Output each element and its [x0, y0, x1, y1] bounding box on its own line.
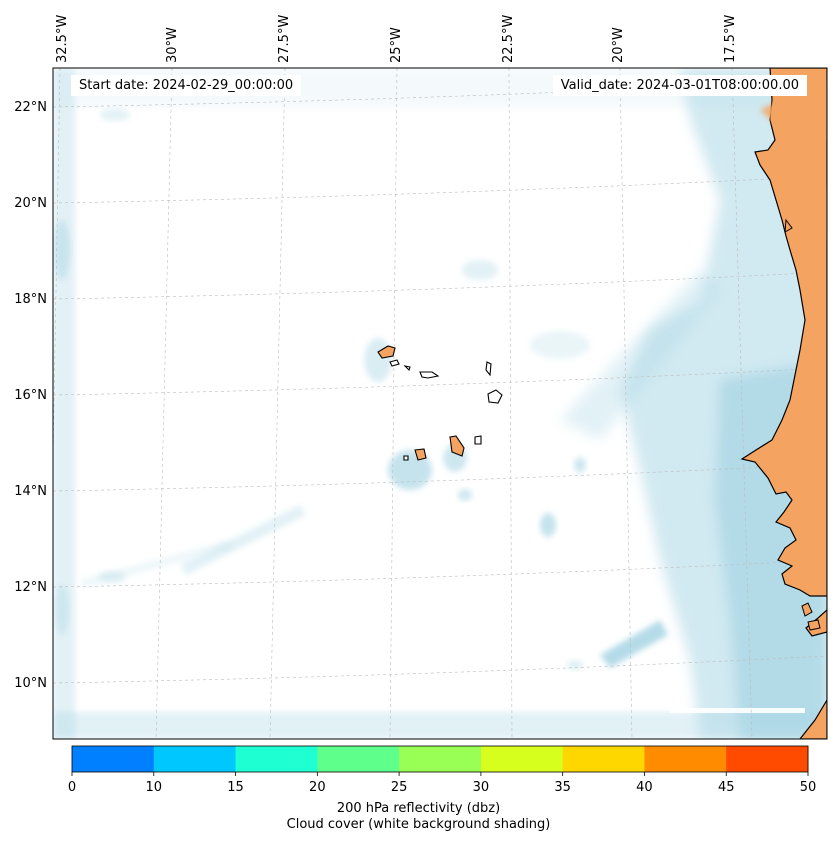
colorbar-label: 200 hPa reflectivity (dbz) — [336, 801, 501, 816]
lon-label: 17.5°W — [723, 15, 738, 63]
colorbar-sublabel: Cloud cover (white background shading) — [286, 817, 551, 832]
map-plot-area — [53, 68, 827, 739]
island-sao-vicente — [389, 359, 400, 367]
colorbar-tick-label: 15 — [227, 780, 244, 795]
colorbar-tick-label: 35 — [554, 780, 571, 795]
cape-verde-islands — [377, 345, 503, 461]
colorbar-tick-label: 45 — [718, 780, 735, 795]
colorbar-tick-label: 20 — [309, 780, 326, 795]
colorbar-cell — [726, 746, 809, 772]
colorbar-tick-label: 40 — [636, 780, 653, 795]
graticule — [53, 68, 827, 739]
colorbar-cell — [562, 746, 645, 772]
lat-label: 12°N — [14, 580, 47, 595]
lon-label: 25°W — [389, 27, 404, 63]
longitude-labels: 32.5°W 30°W 27.5°W 25°W 22.5°W 20°W 17.5… — [55, 15, 738, 63]
colorbar: 0 10 15 20 25 30 35 40 45 50 — [68, 745, 817, 795]
colorbar-cell — [72, 746, 155, 772]
island-brava — [403, 455, 409, 461]
colorbar-cell — [644, 746, 727, 772]
island-boa-vista — [487, 389, 503, 404]
colorbar-cell — [480, 746, 564, 772]
latitude-labels: 22°N 20°N 18°N 16°N 14°N 12°N 10°N — [14, 100, 47, 691]
start-date-box: Start date: 2024-02-29_00:00:00 — [71, 75, 302, 96]
island-sao-nicolau — [419, 371, 440, 379]
colorbar-tick-label: 25 — [391, 780, 408, 795]
lon-label: 32.5°W — [55, 15, 70, 63]
valid-date-box: Valid_date: 2024-03-01T08:00:00.00 — [552, 75, 807, 96]
colorbar-tick-label: 0 — [68, 780, 76, 795]
lat-label: 18°N — [14, 292, 47, 307]
colorbar-cell — [317, 746, 400, 772]
island-maio — [474, 435, 482, 445]
plot-frame — [52, 67, 828, 740]
lon-label: 30°W — [165, 27, 180, 63]
lon-label: 27.5°W — [277, 15, 292, 63]
colorbar-cell — [153, 746, 237, 772]
island-santiago — [449, 435, 465, 457]
lat-label: 14°N — [14, 484, 47, 499]
valid-date-value: 2024-03-01T08:00:00.00 — [636, 78, 799, 93]
colorbar-tick-label: 10 — [146, 780, 163, 795]
lat-label: 22°N — [14, 100, 47, 115]
lat-label: 16°N — [14, 388, 47, 403]
colorbar-cell — [235, 746, 318, 772]
colorbar-cell — [399, 746, 482, 772]
valid-date-label: Valid_date: — [560, 78, 633, 93]
lon-label: 22.5°W — [501, 15, 516, 63]
colorbar-frame — [71, 745, 809, 773]
island-santa-luzia — [403, 365, 411, 372]
island-santo-antao — [377, 345, 396, 359]
colorbar-tick-label: 30 — [473, 780, 490, 795]
colorbar-tick-label: 50 — [800, 780, 817, 795]
island-sal — [485, 361, 492, 377]
start-date-label: Start date: — [79, 78, 149, 93]
lat-label: 20°N — [14, 196, 47, 211]
lon-label: 20°W — [611, 27, 626, 63]
lat-label: 10°N — [14, 676, 47, 691]
start-date-value: 2024-02-29_00:00:00 — [152, 78, 294, 93]
island-fogo — [414, 448, 427, 461]
land-layer — [740, 68, 827, 739]
